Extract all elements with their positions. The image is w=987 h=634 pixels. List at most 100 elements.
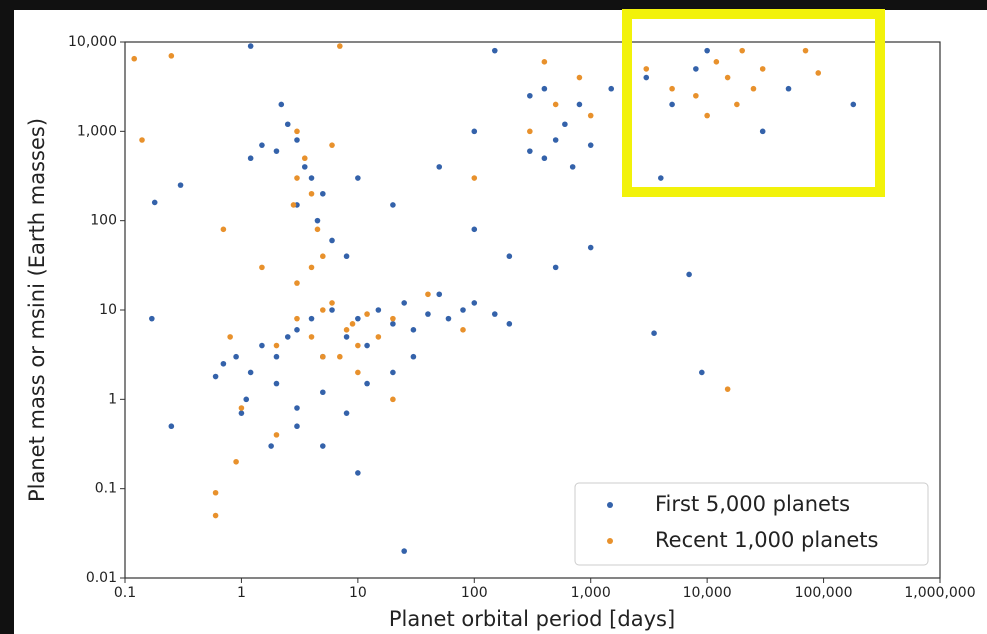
point (243, 396, 250, 403)
point (320, 389, 326, 396)
point (506, 321, 513, 327)
point (527, 92, 533, 99)
point (587, 142, 594, 148)
point (294, 327, 300, 333)
point (506, 253, 513, 260)
point (364, 380, 370, 387)
point (669, 85, 675, 92)
y-tick-label: 1,000 (77, 123, 117, 139)
point (314, 217, 321, 224)
point (238, 410, 245, 416)
point (569, 164, 576, 170)
point (343, 334, 350, 340)
point (320, 307, 326, 313)
y-tick-label: 10 (99, 302, 117, 318)
point (259, 142, 265, 148)
point (445, 315, 452, 322)
point (284, 334, 291, 340)
point (643, 66, 650, 72)
point (320, 353, 326, 360)
point (337, 43, 343, 49)
point (355, 315, 361, 322)
point (643, 74, 650, 81)
point (759, 66, 766, 72)
point (587, 112, 594, 119)
legend-marker (607, 502, 613, 508)
point (562, 121, 568, 128)
point (390, 396, 396, 403)
point (759, 128, 766, 135)
point (343, 253, 350, 260)
x-tick-label: 100,000 (795, 585, 853, 601)
point (850, 101, 857, 108)
point (375, 334, 382, 340)
point (401, 300, 407, 306)
point (308, 264, 315, 271)
point (491, 311, 498, 317)
point (724, 386, 731, 392)
x-tick-label: 1,000 (571, 585, 611, 601)
point (151, 199, 158, 206)
point (401, 548, 407, 554)
y-tick-label: 10,000 (68, 34, 117, 50)
point (541, 85, 548, 92)
point (608, 85, 615, 92)
point (294, 405, 300, 411)
legend-marker (607, 538, 613, 544)
point (390, 202, 396, 208)
point (220, 226, 227, 233)
point (247, 43, 254, 49)
point (410, 327, 417, 333)
point (343, 327, 350, 333)
point (815, 70, 822, 76)
point (294, 175, 300, 181)
y-tick-label: 1 (108, 391, 117, 407)
point (355, 342, 361, 349)
point (802, 47, 809, 54)
point (294, 128, 300, 135)
point (460, 307, 466, 313)
x-tick-label: 10,000 (683, 585, 732, 601)
point (375, 307, 382, 313)
point (320, 443, 326, 449)
point (268, 443, 274, 449)
point (527, 148, 533, 154)
point (329, 142, 335, 148)
point (425, 291, 431, 298)
point (471, 175, 478, 181)
point (587, 244, 594, 251)
point (552, 101, 559, 108)
point (273, 148, 280, 154)
point (284, 121, 291, 128)
point (686, 271, 692, 278)
point (227, 334, 233, 340)
point (220, 360, 227, 367)
point (320, 253, 326, 260)
point (576, 101, 583, 108)
point (233, 353, 239, 360)
point (704, 47, 710, 54)
point (294, 280, 300, 286)
point (355, 175, 361, 181)
point (294, 315, 300, 322)
point (471, 128, 478, 135)
point (552, 137, 559, 143)
point (294, 137, 300, 143)
point (651, 330, 657, 336)
y-tick-label: 0.1 (95, 481, 117, 497)
point (308, 315, 315, 322)
point (390, 315, 396, 322)
point (541, 155, 548, 162)
point (177, 182, 184, 188)
point (168, 423, 175, 430)
point (273, 353, 280, 360)
point (704, 112, 710, 119)
point (233, 458, 239, 465)
point (294, 423, 300, 430)
point (301, 155, 308, 162)
point (693, 92, 699, 99)
point (139, 137, 145, 143)
point (658, 175, 664, 181)
x-tick-label: 1,000,000 (904, 585, 975, 601)
